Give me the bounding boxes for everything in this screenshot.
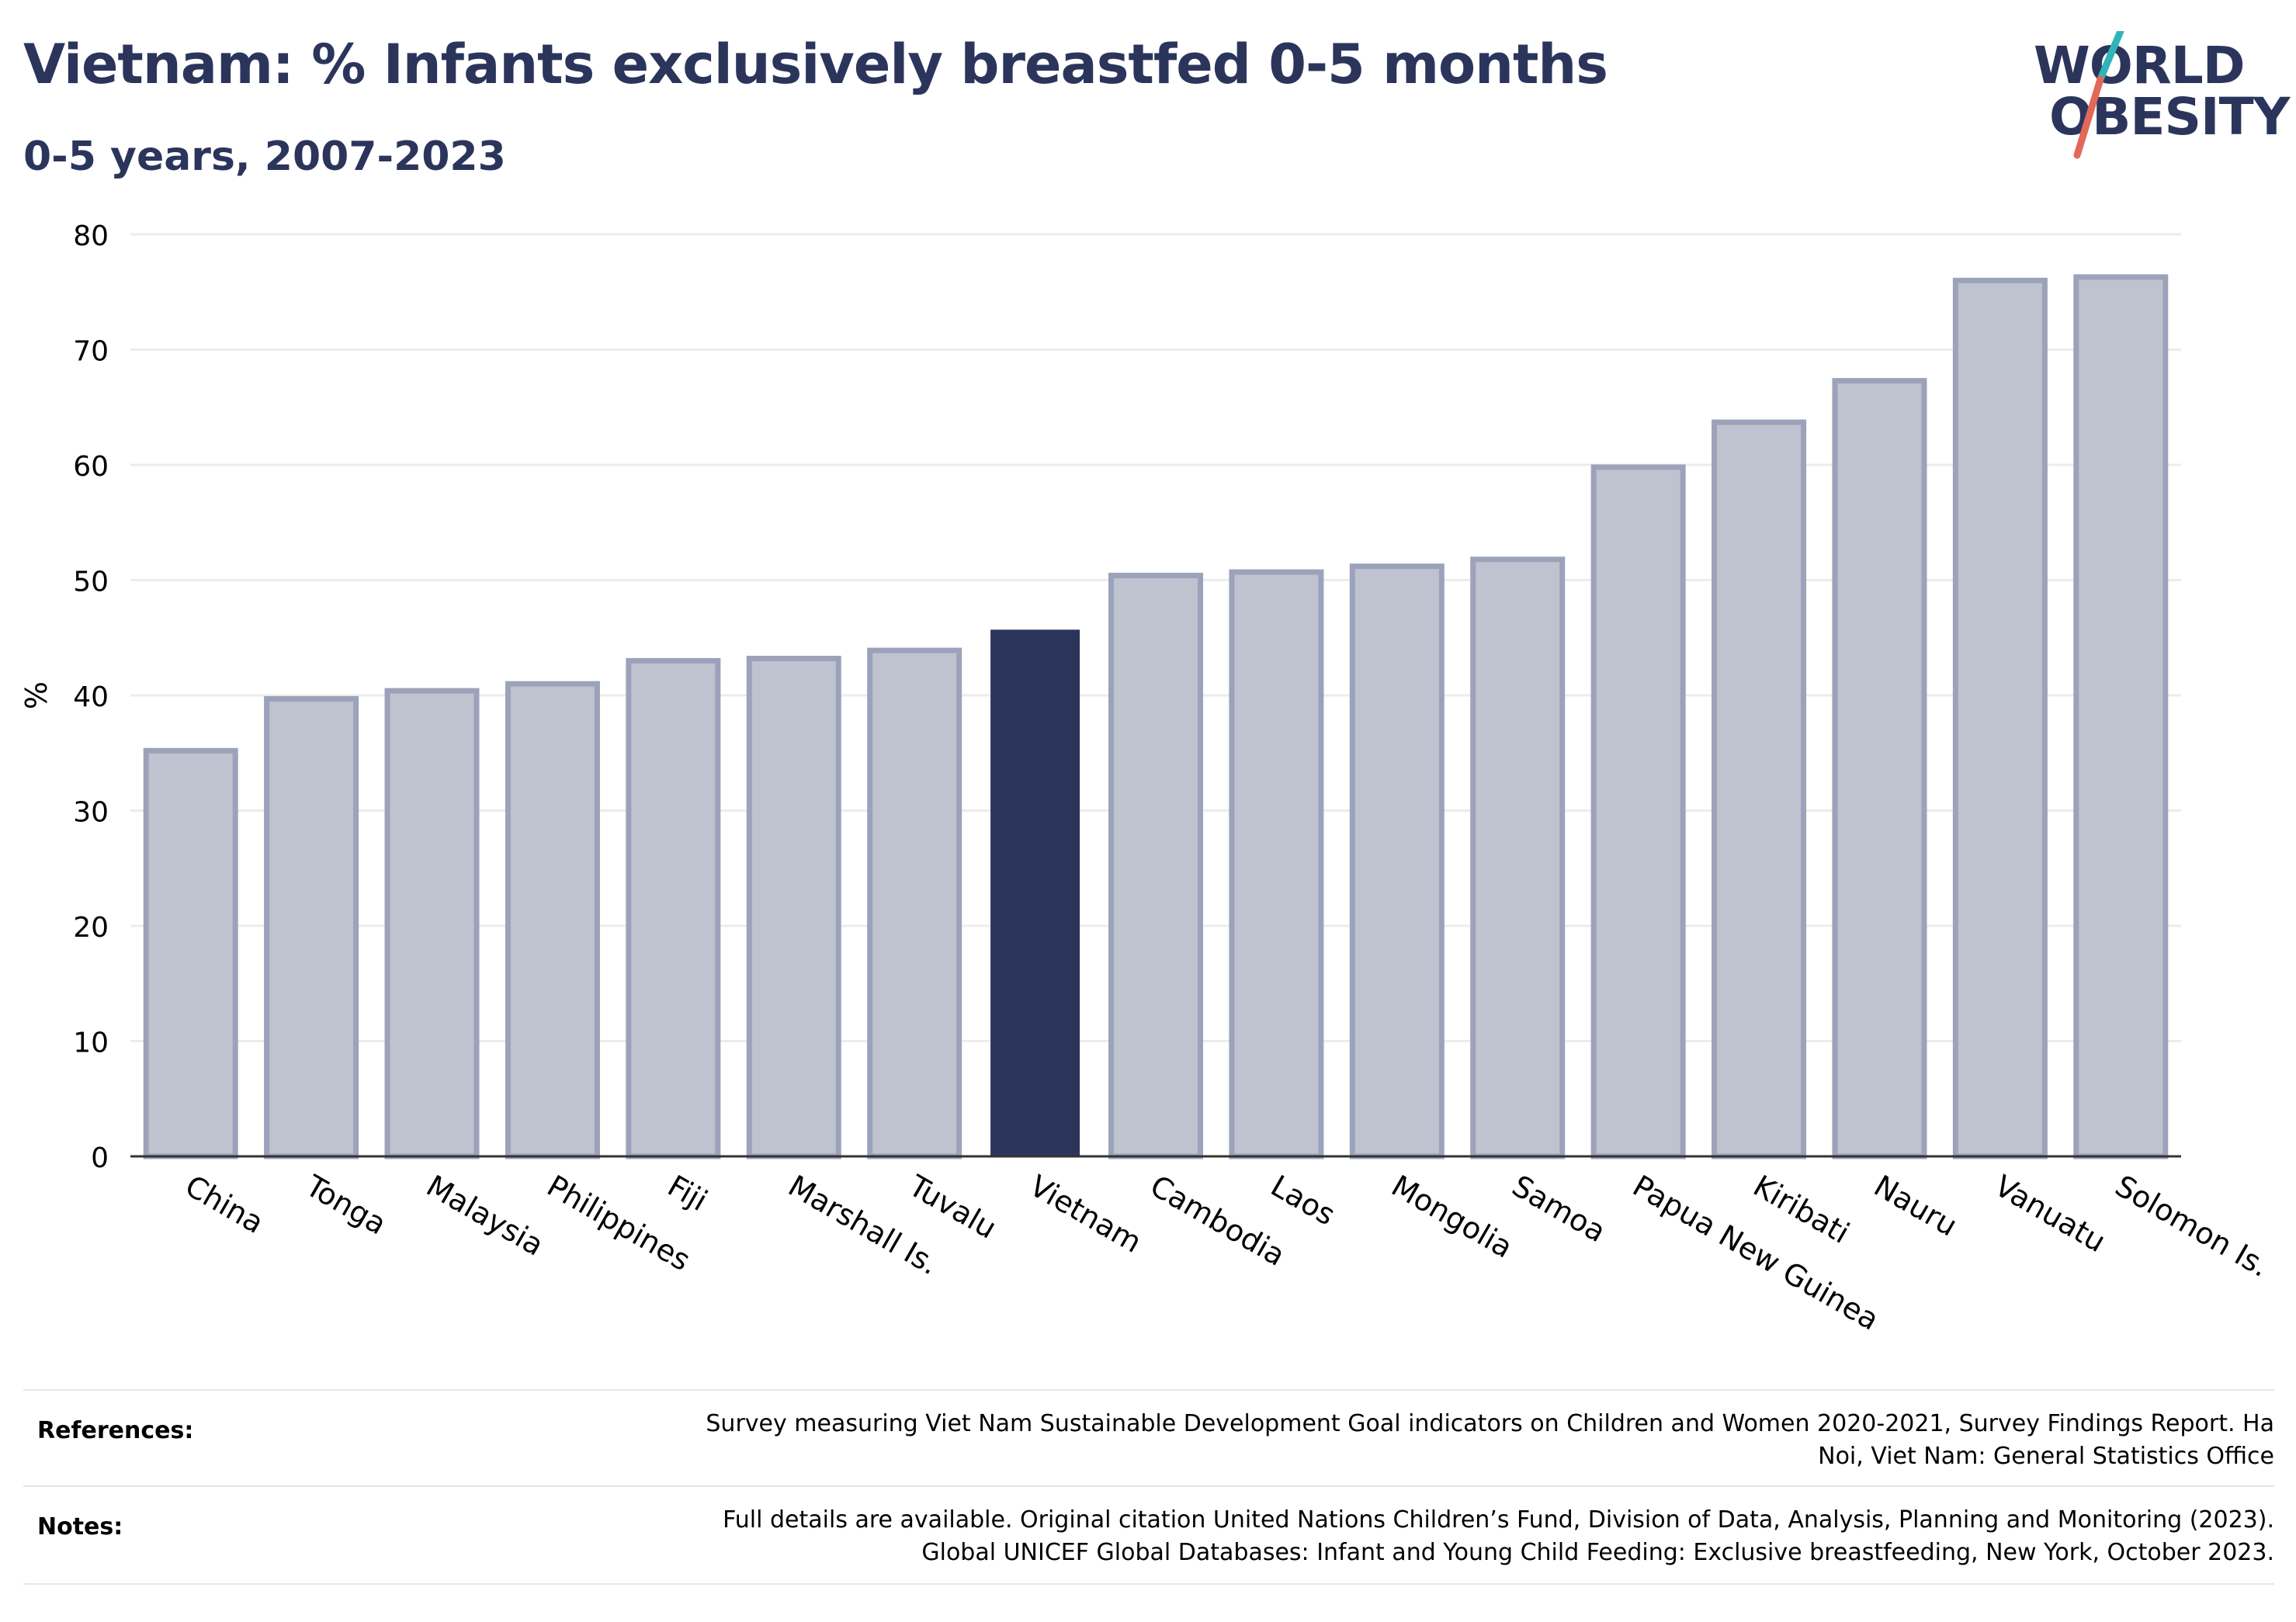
y-axis-ticks: 0 10 20 30 40 50 60 70 80 [73, 220, 109, 1174]
y-tick-label: 20 [73, 912, 109, 944]
y-tick-label: 0 [91, 1142, 109, 1174]
x-tick-label: Nauru [1868, 1169, 1963, 1243]
bar-nauru [1832, 378, 1927, 1159]
notes-row: Notes: Full details are available. Origi… [23, 1485, 2274, 1583]
bar-malaysia [384, 688, 480, 1159]
logo-slash-icon [2073, 31, 2124, 159]
x-tick-label: Fiji [662, 1169, 713, 1218]
notes-label: Notes: [37, 1513, 123, 1541]
x-tick-label: China [179, 1169, 269, 1240]
notes-line-1: Full details are available. Original cit… [723, 1506, 2274, 1534]
bar-samoa [1470, 556, 1566, 1159]
bar-vanuatu [1952, 277, 2048, 1159]
x-tick-label: Mongolia [1386, 1169, 1518, 1265]
y-axis-label: % [19, 681, 54, 709]
y-tick-label: 80 [73, 220, 109, 252]
bar-fiji [626, 657, 721, 1159]
bar-tonga [264, 695, 359, 1159]
references-row: References: Survey measuring Viet Nam Su… [23, 1389, 2274, 1487]
references-line-1: Survey measuring Viet Nam Sustainable De… [706, 1410, 2274, 1437]
chart-title: Vietnam: % Infants exclusively breastfed… [23, 33, 1608, 96]
world-obesity-logo: WORLD OBESITY [2034, 31, 2290, 163]
y-tick-label: 40 [73, 681, 109, 713]
y-tick-label: 50 [73, 567, 109, 598]
x-tick-label: Vietnam [1024, 1169, 1147, 1260]
footer-bottom-rule [23, 1583, 2274, 1585]
references-label: References: [37, 1417, 194, 1444]
bar-vietnam [990, 629, 1080, 1156]
x-tick-label: Tuvalu [903, 1168, 1002, 1246]
y-tick-label: 60 [73, 451, 109, 483]
notes-text: Full details are available. Original cit… [489, 1504, 2274, 1569]
chart-subtitle: 0-5 years, 2007-2023 [23, 133, 506, 180]
bar-tuvalu [867, 647, 962, 1159]
x-tick-label: Solomon Is. [2110, 1169, 2275, 1284]
x-tick-label: Malaysia [421, 1169, 550, 1263]
references-text: Survey measuring Viet Nam Sustainable De… [489, 1408, 2274, 1473]
bar-mongolia [1349, 563, 1445, 1159]
x-tick-label: Tonga [300, 1168, 392, 1241]
y-tick-label: 70 [73, 336, 109, 368]
y-tick-label: 30 [73, 797, 109, 829]
x-tick-label: Samoa [1507, 1169, 1611, 1249]
bar-solomon-is [2073, 274, 2169, 1159]
bar-marshall-is [746, 655, 841, 1159]
bar-papua-new-guinea [1590, 464, 1686, 1159]
y-tick-label: 10 [73, 1028, 109, 1059]
bar-philippines [505, 681, 600, 1159]
x-tick-label: Vanuatu [1989, 1169, 2111, 1259]
bar-kiribati [1712, 419, 1807, 1159]
bar-cambodia [1108, 573, 1204, 1159]
x-tick-label: Laos [1265, 1169, 1341, 1232]
bar-laos [1229, 569, 1324, 1159]
references-line-2: Noi, Viet Nam: General Statistics Office [1818, 1443, 2274, 1470]
x-tick-label: Cambodia [1145, 1169, 1291, 1273]
bar-china [143, 747, 238, 1159]
logo-text-world: WORLD [2034, 36, 2246, 95]
bars [143, 274, 2169, 1159]
notes-line-2: Global UNICEF Global Databases: Infant a… [921, 1539, 2274, 1566]
